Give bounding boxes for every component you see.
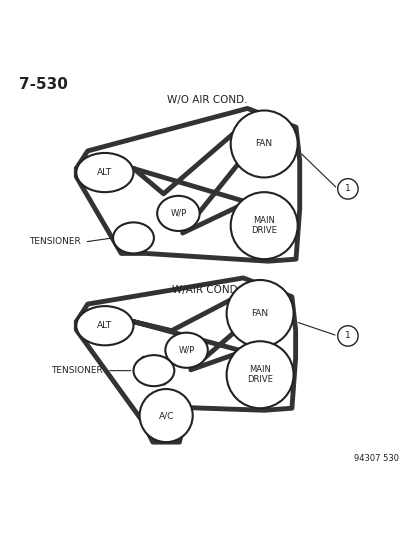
Ellipse shape	[230, 110, 297, 177]
Text: FAN: FAN	[255, 140, 272, 149]
Ellipse shape	[133, 355, 174, 386]
Ellipse shape	[113, 222, 154, 253]
Ellipse shape	[226, 280, 293, 347]
Text: A/C: A/C	[158, 411, 173, 420]
Ellipse shape	[226, 341, 293, 408]
Ellipse shape	[165, 333, 207, 368]
Text: FAN: FAN	[251, 309, 268, 318]
Ellipse shape	[139, 389, 192, 442]
Text: ALT: ALT	[97, 321, 112, 330]
Ellipse shape	[76, 153, 133, 192]
Text: MAIN
DRIVE: MAIN DRIVE	[251, 216, 276, 236]
Text: 1: 1	[344, 184, 350, 193]
Ellipse shape	[76, 306, 133, 345]
Ellipse shape	[230, 192, 297, 259]
Text: 7-530: 7-530	[19, 77, 68, 92]
Text: W/P: W/P	[178, 346, 194, 355]
Text: W/O AIR COND.: W/O AIR COND.	[166, 95, 247, 105]
Ellipse shape	[157, 196, 199, 231]
Text: TENSIONER: TENSIONER	[28, 238, 80, 246]
Text: 94307 530: 94307 530	[353, 454, 398, 463]
Text: MAIN
DRIVE: MAIN DRIVE	[247, 365, 273, 384]
Text: 1: 1	[344, 332, 350, 341]
Text: W/AIR COND.: W/AIR COND.	[172, 285, 241, 295]
Text: W/P: W/P	[170, 209, 186, 218]
Text: TENSIONER: TENSIONER	[51, 366, 102, 375]
Text: ALT: ALT	[97, 168, 112, 177]
